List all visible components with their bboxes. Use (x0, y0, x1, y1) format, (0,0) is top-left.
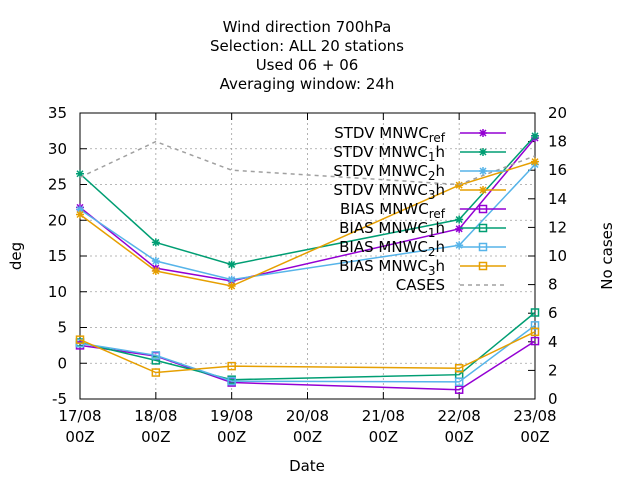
x-tick-label: 18/08 (134, 407, 177, 425)
data-point (227, 275, 236, 284)
x-tick-label: 20/08 (286, 407, 329, 425)
data-point (479, 186, 487, 194)
y2-tick-label: 18 (548, 133, 567, 151)
data-point (530, 308, 540, 317)
series-line (79, 140, 536, 186)
y-tick-label: 25 (48, 176, 67, 194)
x-tick-label: 00Z (369, 428, 398, 446)
x-tick-label: 23/08 (513, 407, 556, 425)
y-tick-label: 0 (57, 354, 67, 372)
x-tick-label: 22/08 (438, 407, 481, 425)
x-tick-label: 00Z (65, 428, 94, 446)
title-line: Selection: ALL 20 stations (210, 37, 404, 55)
data-point (227, 376, 236, 386)
legend-label: BIAS MNWCref (340, 200, 446, 221)
data-point (455, 241, 464, 250)
data-point (455, 224, 464, 233)
data-point (227, 260, 236, 269)
legend-label: BIAS MNWC1h (339, 219, 445, 240)
y-tick-label: 10 (48, 283, 67, 301)
data-point (151, 356, 161, 365)
legend-label: CASES (396, 276, 445, 294)
x-tick-label: 00Z (217, 428, 246, 446)
y-tick-label: 20 (48, 211, 67, 229)
y2-axis-label: No cases (598, 222, 616, 290)
title-line: Averaging window: 24h (220, 75, 395, 93)
data-point (75, 335, 85, 344)
data-point (478, 242, 488, 252)
data-point (151, 351, 161, 360)
y2-tick-label: 16 (548, 161, 567, 179)
data-point (151, 238, 160, 247)
data-point (76, 169, 84, 178)
y-tick-label: 35 (48, 104, 67, 122)
data-point (478, 223, 488, 233)
series-line (79, 135, 536, 266)
x-axis-label: Date (289, 457, 325, 475)
x-tick-label: 00Z (520, 428, 549, 446)
data-point (478, 204, 488, 214)
x-tick-label: 17/08 (58, 407, 101, 425)
data-point (151, 267, 160, 276)
data-point (455, 215, 464, 224)
series-line (79, 331, 536, 374)
x-tick-label: 19/08 (210, 407, 253, 425)
legend-label: STDV MNWCref (334, 124, 446, 145)
legend-label: STDV MNWC1h (333, 143, 445, 164)
x-tick-label: 00Z (293, 428, 322, 446)
y-tick-label: 5 (57, 319, 67, 337)
plot-area (75, 131, 540, 394)
data-point (76, 205, 84, 214)
axes: -5 0 5 10 15 20 25 30 35 0 2 4 6 8 10 12 14 16 18 20 17/08 00… (7, 104, 616, 475)
data-point (76, 210, 84, 219)
legend-label: BIAS MNWC3h (339, 257, 445, 278)
y2-tick-label: 10 (548, 247, 567, 265)
x-tick-label: 21/08 (362, 407, 405, 425)
x-tick-label: 00Z (141, 428, 170, 446)
legend-label: STDV MNWC3h (333, 181, 445, 202)
data-point (531, 157, 539, 166)
y2-tick-label: 4 (548, 333, 558, 351)
series-line (79, 311, 536, 381)
y-tick-label: 15 (48, 247, 67, 265)
data-point (151, 368, 161, 377)
data-point (454, 364, 464, 373)
y2-tick-label: 20 (548, 104, 567, 122)
data-point (478, 261, 488, 271)
y-tick-label: 30 (48, 140, 67, 158)
y2-tick-label: 12 (548, 218, 567, 236)
data-point (479, 167, 487, 175)
y2-tick-label: 0 (548, 390, 558, 408)
legend-label: BIAS MNWC2h (339, 238, 445, 259)
data-point (151, 257, 160, 266)
data-point (227, 282, 236, 291)
title-line: Wind direction 700hPa (223, 18, 392, 36)
data-point (530, 327, 540, 337)
data-point (531, 131, 539, 140)
series-line (79, 324, 536, 383)
data-point (227, 361, 236, 371)
y2-tick-label: 14 (548, 190, 567, 208)
data-point (479, 148, 487, 156)
y2-tick-label: 6 (548, 304, 558, 322)
y2-tick-label: 2 (548, 361, 558, 379)
legend-label: STDV MNWC2h (333, 162, 445, 183)
y2-tick-label: 8 (548, 276, 558, 294)
x-tick-label: 00Z (444, 428, 473, 446)
title-line: Used 06 + 06 (256, 56, 359, 74)
y-axis-label: deg (7, 242, 25, 270)
data-point (454, 377, 464, 387)
data-point (530, 336, 540, 346)
data-point (479, 129, 487, 137)
data-point (454, 385, 464, 394)
y-tick-label: -5 (52, 390, 67, 408)
